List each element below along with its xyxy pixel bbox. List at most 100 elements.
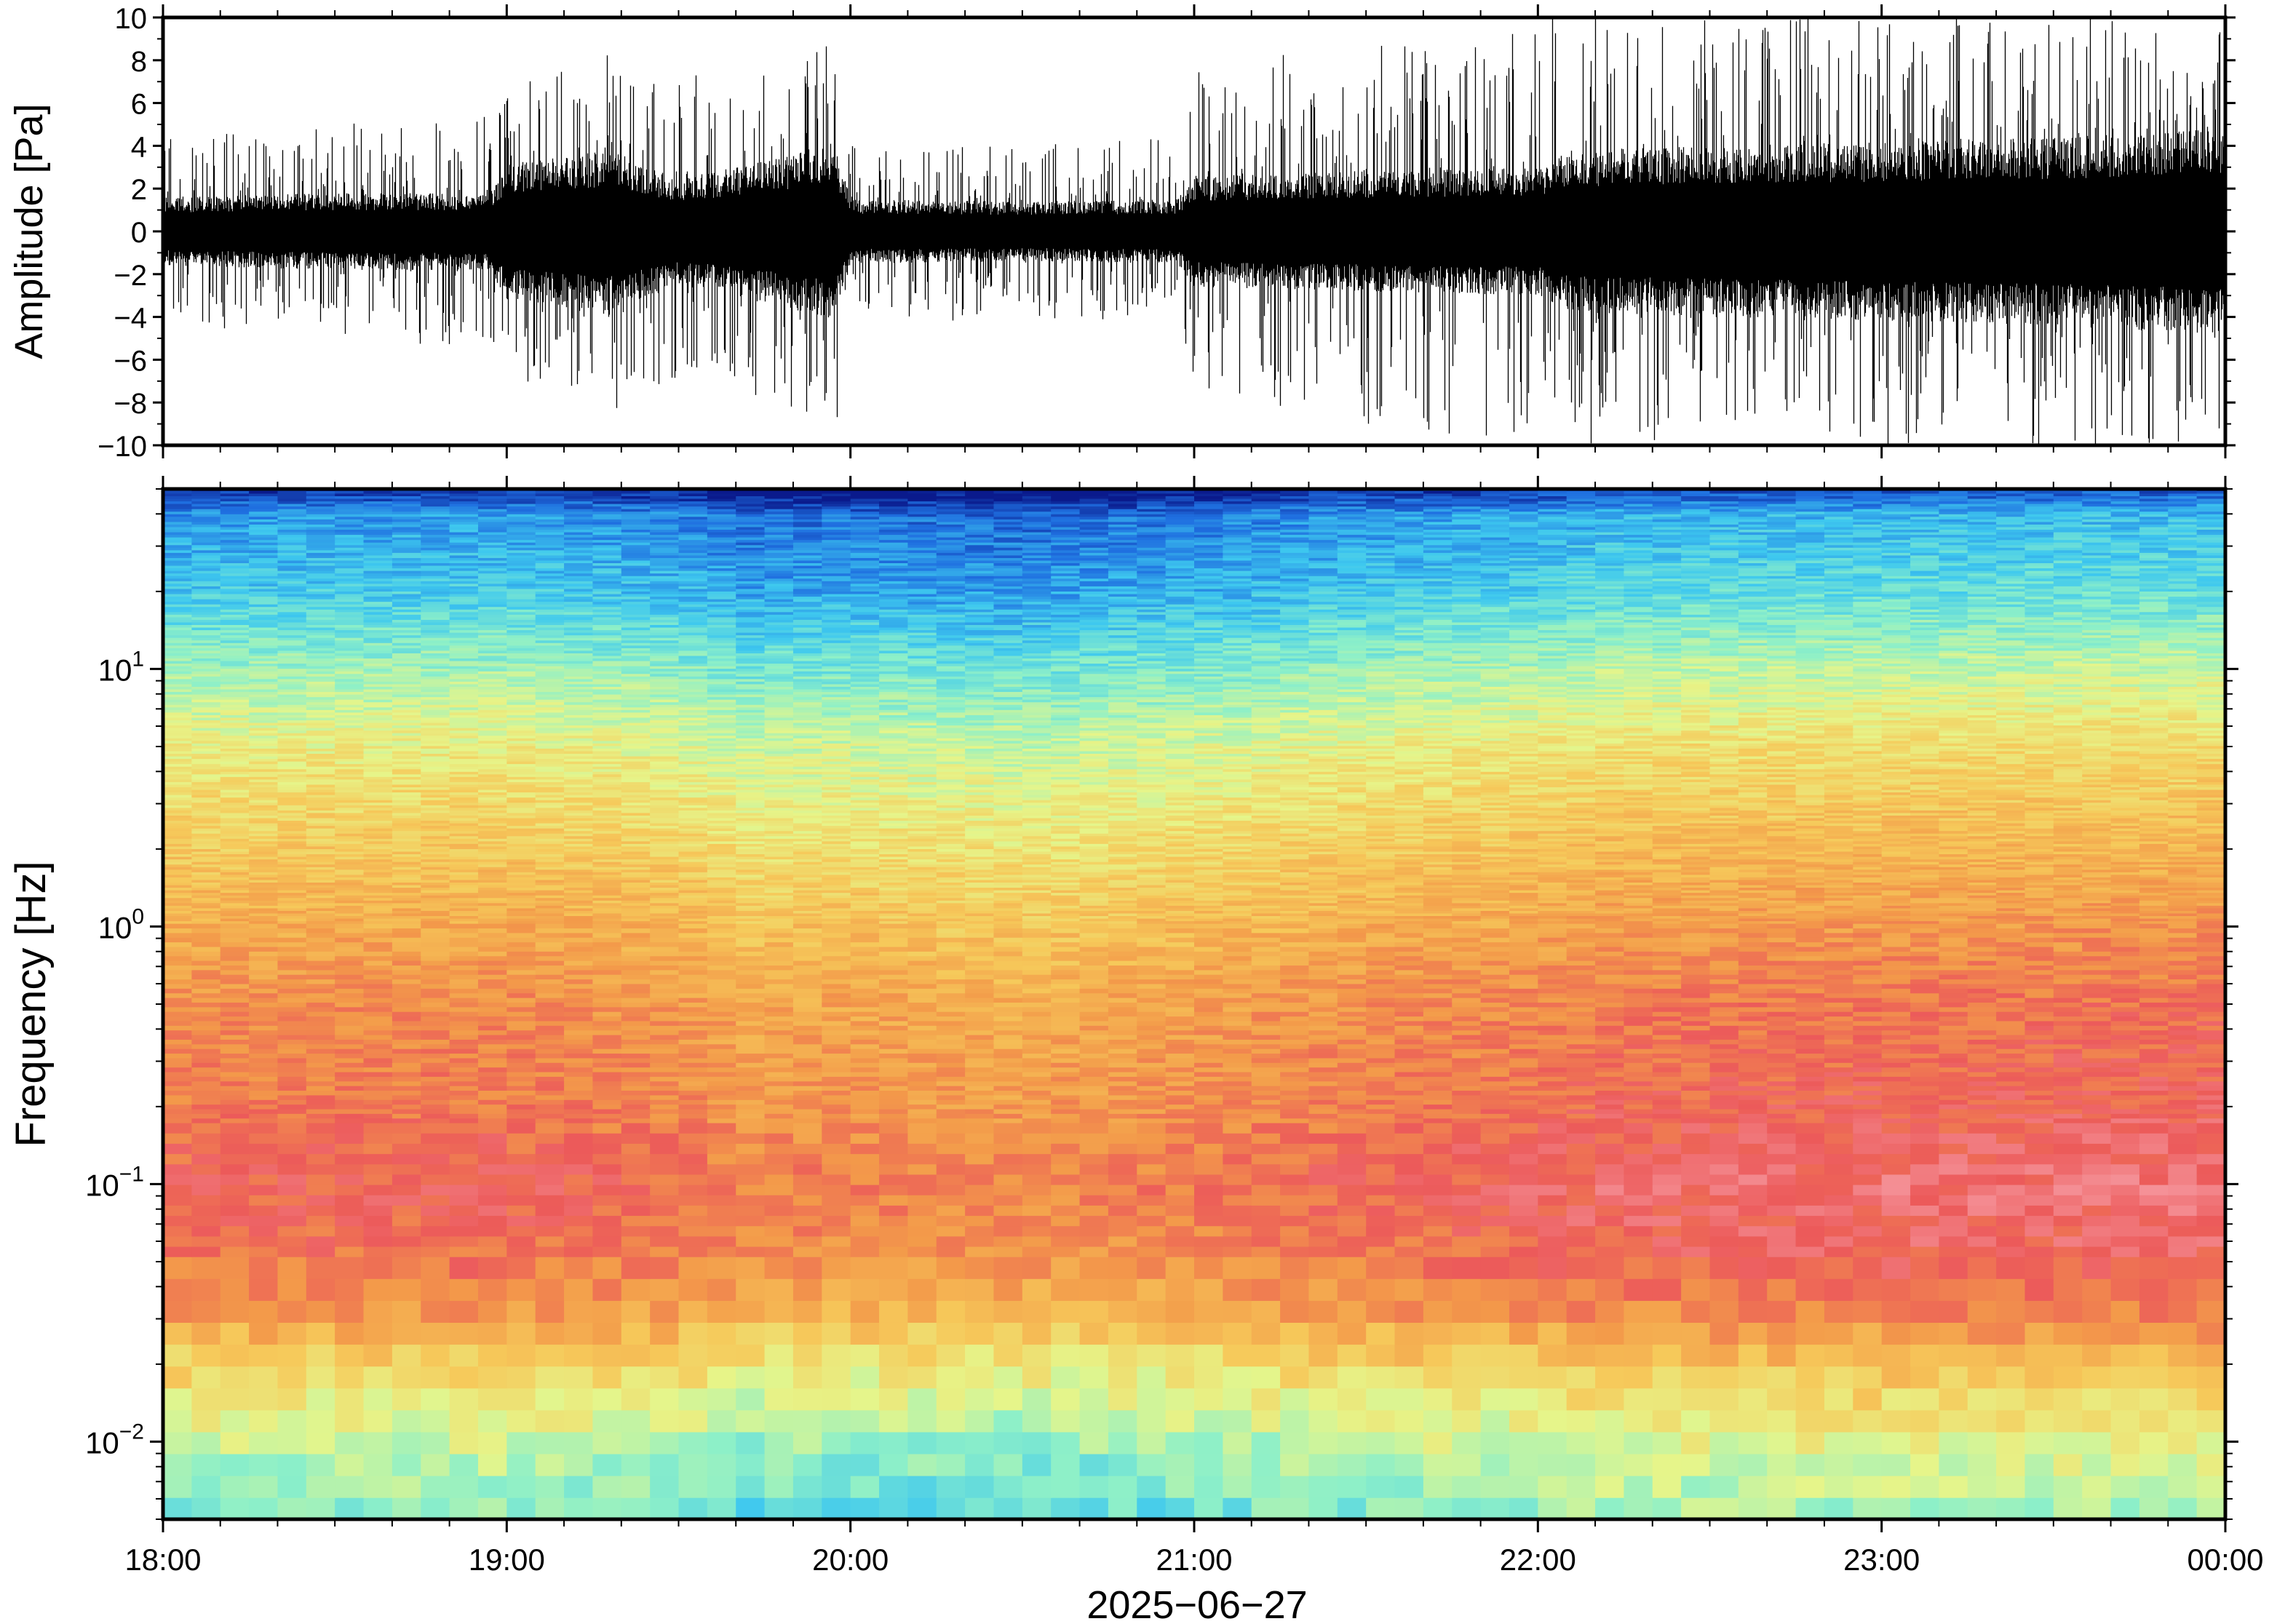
spectrogram-cell — [936, 1366, 966, 1389]
spectrogram-cell — [792, 1163, 823, 1175]
spectrogram-cell — [993, 1174, 1023, 1185]
spectrogram-cell — [1652, 1025, 1682, 1031]
spectrogram-cell — [1538, 1153, 1567, 1165]
spectrogram-cell — [936, 1062, 966, 1068]
spectrogram-cell — [650, 1366, 680, 1389]
spectrogram-cell — [736, 1322, 766, 1345]
spectrogram-cell — [1079, 1006, 1109, 1012]
spectrogram-cell — [1251, 1011, 1281, 1017]
spectrogram-cell — [1280, 1113, 1310, 1119]
spectrogram-cell — [1165, 1235, 1195, 1247]
spectrogram-cell — [421, 1006, 450, 1012]
spectrogram-cell — [363, 1300, 393, 1323]
spectrogram-cell — [1795, 997, 1825, 1003]
spectrogram-cell — [1538, 997, 1567, 1003]
spectrogram-cell — [1337, 1344, 1367, 1367]
spectrogram-cell — [249, 1475, 279, 1498]
spectrogram-cell — [2168, 1497, 2198, 1519]
spectrogram-cell — [650, 1016, 680, 1022]
spectrogram-cell — [678, 1080, 708, 1086]
spectrogram-cell — [1223, 1133, 1252, 1144]
spectrogram-cell — [477, 1475, 508, 1498]
spectrogram-cell — [363, 1122, 393, 1134]
spectrogram-cell — [1738, 1163, 1768, 1175]
spectrogram-cell — [2024, 1184, 2054, 1195]
waveform-y-tick-label: −2 — [114, 260, 147, 292]
spectrogram-cell — [306, 1039, 335, 1045]
spectrogram-cell — [392, 1388, 422, 1411]
spectrogram-cell — [1251, 1184, 1281, 1195]
spectrogram-cell — [1595, 1113, 1625, 1119]
spectrogram-cell — [2110, 1153, 2140, 1165]
spectrogram-cell — [707, 1090, 737, 1096]
spectrogram-cell — [2168, 974, 2198, 980]
spectrogram-cell — [678, 983, 708, 989]
spectrogram-cell — [1280, 1094, 1310, 1100]
spectrogram-cell — [1308, 1205, 1338, 1217]
spectrogram-cell — [564, 1475, 594, 1498]
spectrogram-cell — [1939, 1235, 1968, 1247]
spectrogram-cell — [2110, 1034, 2140, 1040]
spectrogram-cell — [421, 1067, 450, 1072]
spectrogram-cell — [335, 1043, 365, 1049]
spectrogram-cell — [1366, 969, 1396, 975]
spectrogram-cell — [449, 1080, 479, 1086]
spectrogram-cell — [1251, 1153, 1281, 1165]
spectrogram-cell — [707, 951, 737, 957]
spectrogram-cell — [678, 960, 708, 966]
spectrogram-cell — [1137, 974, 1167, 980]
spectrogram-cell — [1165, 1431, 1195, 1454]
spectrogram-cell — [2024, 1113, 2054, 1119]
spectrogram-cell — [907, 1300, 937, 1323]
spectrogram-cell — [1681, 1006, 1711, 1012]
spectrogram-cell — [1108, 1057, 1138, 1063]
spectrogram-cell — [1767, 1016, 1797, 1022]
spectrogram-cell — [392, 923, 422, 929]
spectrogram-cell — [163, 936, 193, 943]
spectrogram-cell — [822, 1143, 851, 1155]
spectrogram-cell — [1394, 1278, 1424, 1301]
spectrogram-cell — [1423, 1067, 1453, 1072]
spectrogram-cell — [2024, 1002, 2054, 1008]
spectrogram-cell — [1223, 1002, 1252, 1008]
spectrogram-cell — [707, 1133, 737, 1144]
spectrogram-cell — [1308, 1104, 1338, 1110]
spectrogram-cell — [1509, 988, 1539, 994]
spectrogram-cell — [1051, 923, 1081, 929]
spectrogram-cell — [1366, 1071, 1396, 1077]
spectrogram-cell — [1652, 1174, 1682, 1185]
spectrogram-cell — [1738, 1043, 1768, 1049]
spectrogram-cell — [1337, 946, 1367, 952]
spectrogram-cell — [1022, 1076, 1052, 1082]
spectrogram-cell — [1881, 1108, 1911, 1114]
spectrogram-cell — [1251, 1002, 1281, 1008]
spectrogram-cell — [564, 928, 594, 934]
spectrogram-cell — [277, 1030, 307, 1035]
spectrogram-cell — [2024, 1453, 2054, 1476]
spectrogram-cell — [564, 1497, 594, 1519]
spectrogram-cell — [163, 960, 193, 966]
spectrogram-cell — [2024, 1205, 2054, 1217]
spectrogram-cell — [736, 932, 766, 938]
spectrogram-cell — [1939, 1205, 1968, 1217]
spectrogram-cell — [535, 1057, 565, 1063]
spectrogram-cell — [907, 1006, 937, 1012]
spectrogram-cell — [564, 1011, 594, 1017]
spectrogram-cell — [2082, 936, 2112, 943]
spectrogram-cell — [993, 1215, 1023, 1227]
spectrogram-cell — [1967, 1475, 1997, 1498]
spectrogram-cell — [621, 1409, 651, 1433]
spectrogram-cell — [1881, 1143, 1911, 1155]
spectrogram-cell — [506, 1094, 536, 1100]
spectrogram-cell — [2110, 1235, 2140, 1247]
spectrogram-cell — [335, 1016, 365, 1022]
spectrogram-cell — [163, 1002, 193, 1008]
spectrogram-cell — [678, 1475, 708, 1498]
spectrogram-cell — [650, 1002, 680, 1008]
spectrogram-cell — [1566, 1194, 1596, 1206]
spectrogram-cell — [1681, 1048, 1711, 1054]
spectrogram-cell — [535, 1030, 565, 1035]
spectrogram-cell — [1280, 1153, 1310, 1165]
spectrogram-cell — [1108, 946, 1138, 952]
spectrogram-cell — [707, 1025, 737, 1031]
